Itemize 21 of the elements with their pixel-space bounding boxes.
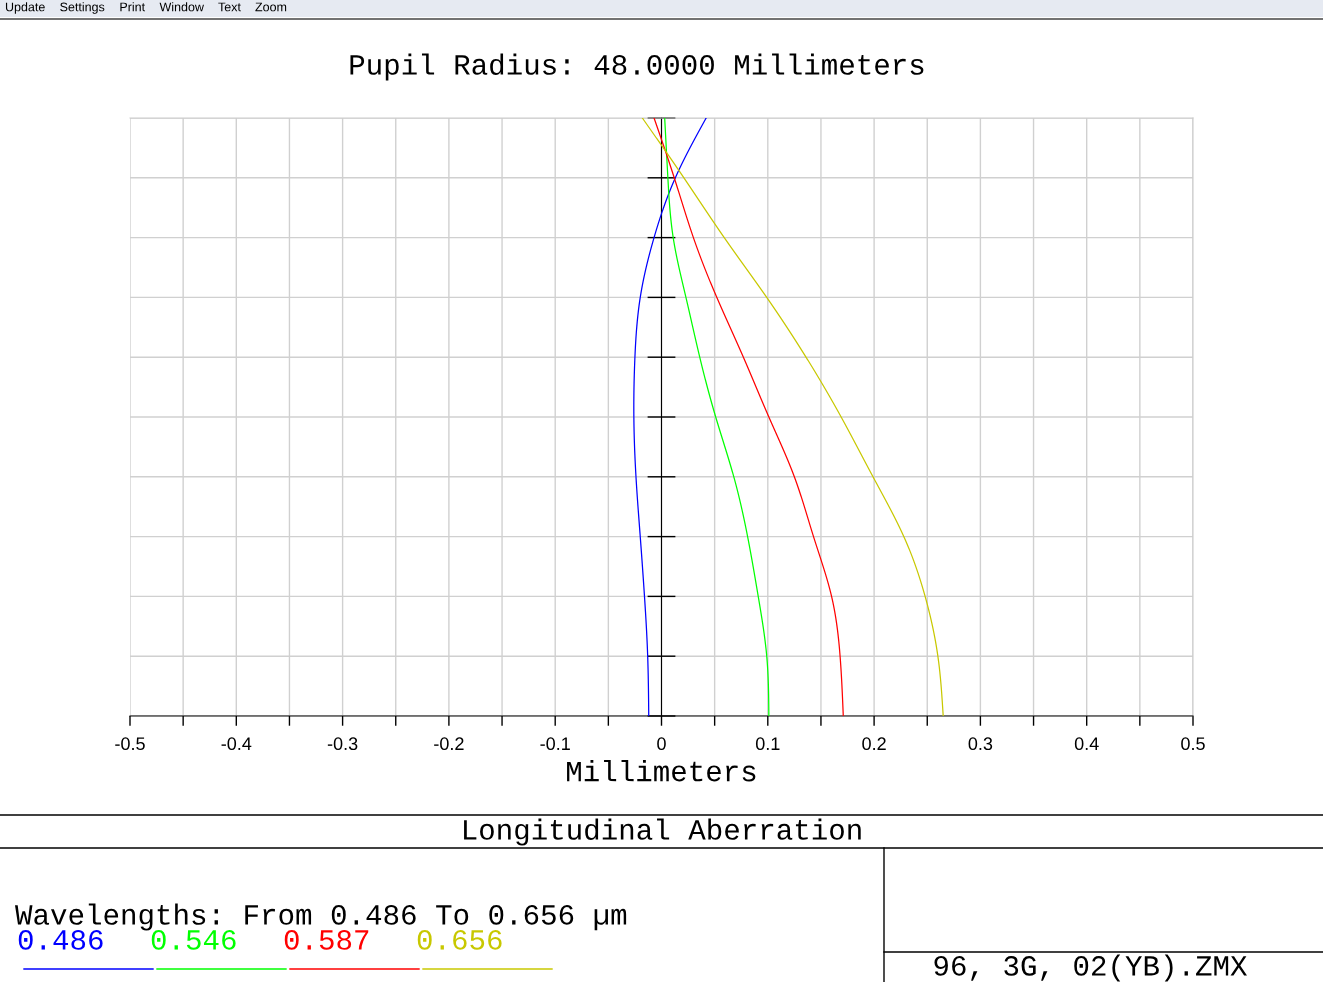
x-tick-label: -0.5 — [115, 737, 145, 751]
x-tick-label: -0.1 — [540, 737, 570, 751]
text: Longitudinal Aberration — [464, 818, 861, 846]
x-axis-title: Millimeters — [567, 760, 756, 782]
x-tick-label: 0.4 — [1074, 737, 1099, 751]
text: 0.587 — [284, 930, 369, 950]
x-tick-label: -0.3 — [327, 737, 358, 751]
x-tick-label: 0.2 — [862, 737, 886, 751]
text: Update Settings Print Window Text Zoom — [5, 2, 287, 14]
x-tick-label: 0.1 — [755, 737, 780, 751]
text: 0.656 — [417, 930, 502, 950]
text: 96, 3G, 02(YB).ZMX — [934, 954, 1247, 982]
x-tick-label: 0.5 — [1181, 737, 1205, 751]
x-tick-label: -0.4 — [221, 737, 252, 751]
text: 0.486 — [18, 930, 103, 950]
chart-title: Pupil Radius: 48.0000 Millimeters — [350, 53, 924, 81]
text: Wavelengths: From 0.486 To 0.656 µm — [15, 903, 627, 931]
x-tick-label: 0 — [657, 737, 666, 751]
text: 0.546 — [151, 930, 236, 950]
x-tick-label: 0.3 — [968, 737, 993, 751]
x-tick-label: -0.2 — [434, 737, 464, 751]
